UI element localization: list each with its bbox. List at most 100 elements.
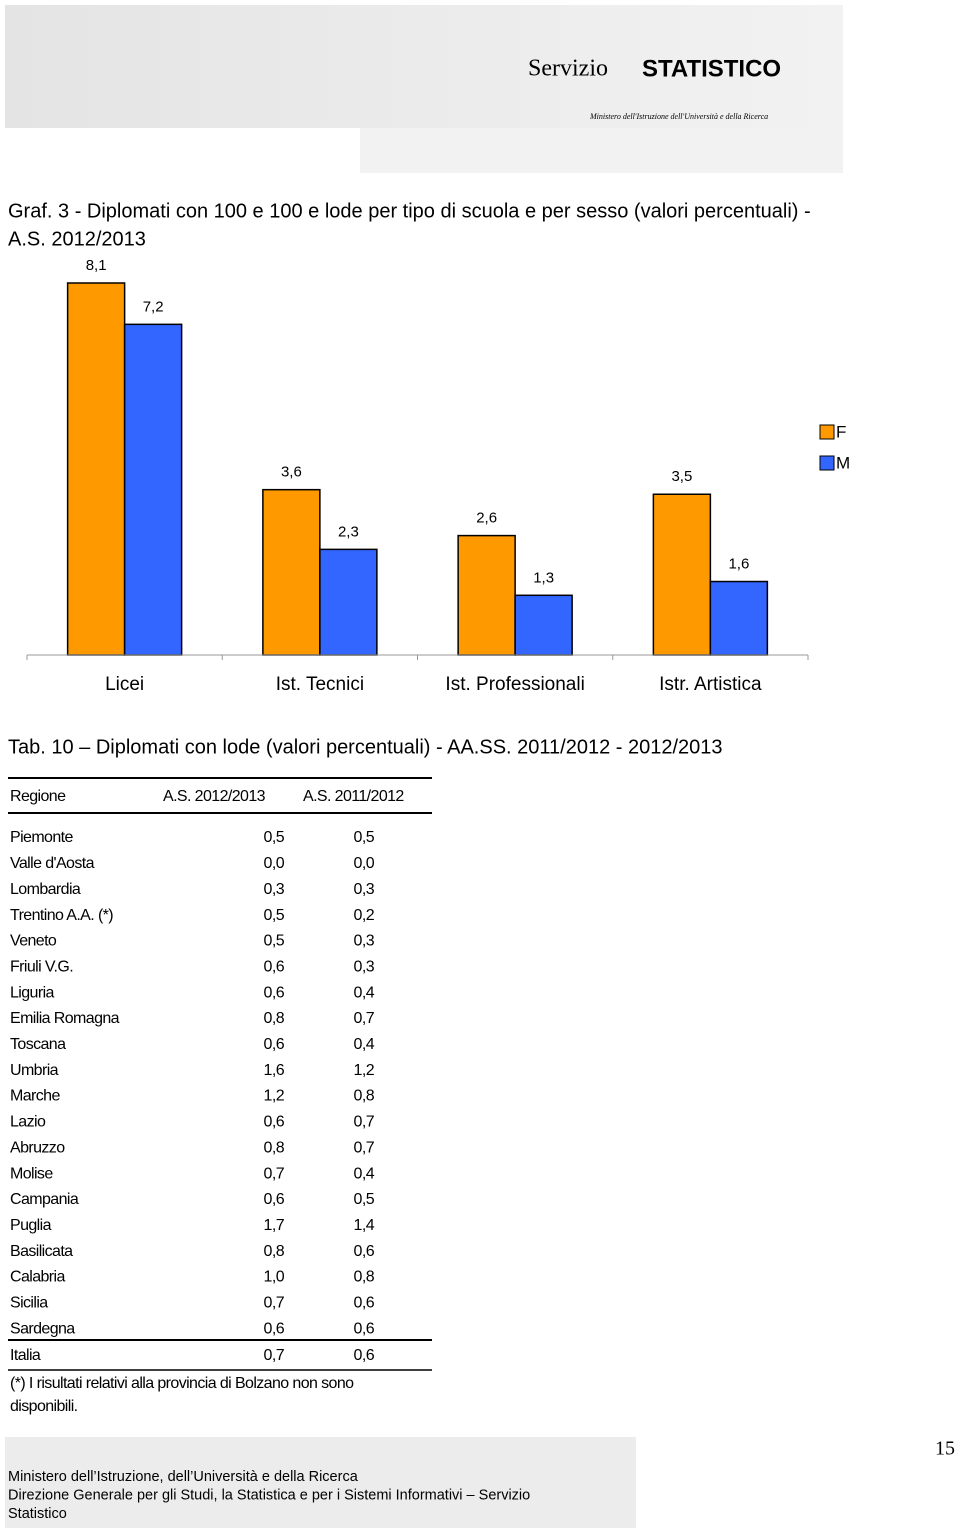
cell: 1,7 [264, 1217, 285, 1234]
cell: 0,3 [264, 881, 285, 898]
legend-label: M [836, 453, 850, 472]
cell: 0,7 [264, 1347, 285, 1364]
row-label: Puglia [10, 1217, 52, 1234]
row-label: Friuli V.G. [10, 958, 73, 975]
row-label: Emilia Romagna [10, 1010, 120, 1027]
cell: 0,8 [264, 1243, 285, 1260]
cell: 0,4 [354, 1165, 375, 1182]
cell: 0,7 [264, 1165, 285, 1182]
column-header: A.S. 2012/2013 [163, 788, 266, 805]
cell: 0,5 [354, 829, 375, 846]
data-label: 1,6 [728, 555, 749, 572]
cell: 0,7 [354, 1114, 375, 1131]
bar [123, 323, 183, 656]
row-label: Sardegna [10, 1320, 75, 1337]
cell: 0,5 [264, 829, 285, 846]
bar [652, 493, 712, 656]
data-label: 3,5 [671, 468, 692, 485]
row-label: Italia [10, 1347, 41, 1364]
cell: 0,6 [354, 1295, 375, 1312]
logo-b: STATISTICO [642, 55, 781, 82]
cell: 1,4 [354, 1217, 375, 1234]
bar [66, 282, 126, 656]
table-note: disponibili. [10, 1398, 78, 1415]
row-label: Trentino A.A. (*) [10, 907, 113, 924]
legend-swatch [819, 424, 835, 440]
cell: 1,6 [264, 1062, 285, 1079]
row-label: Lazio [10, 1114, 46, 1131]
cell: 0,7 [264, 1295, 285, 1312]
header-banner-tail [360, 128, 843, 173]
footer-box [5, 1437, 636, 1528]
cell: 0,6 [264, 1114, 285, 1131]
cell: 1,0 [264, 1269, 285, 1286]
x-tick-label: Ist. Professionali [445, 674, 584, 695]
chart-title: A.S. 2012/2013 [8, 228, 146, 250]
x-tick-label: Istr. Artistica [659, 674, 762, 695]
cell: 0,3 [354, 933, 375, 950]
bar [457, 534, 516, 656]
cell: 0,8 [264, 1139, 285, 1156]
logo-a: Servizio [528, 56, 608, 82]
column-header: Regione [10, 788, 66, 805]
data-label: 7,2 [143, 298, 164, 315]
row-label: Veneto [10, 933, 57, 950]
cell: 0,3 [354, 881, 375, 898]
row-label: Liguria [10, 984, 55, 1001]
table-note: (*) I risultati relativi alla provincia … [10, 1375, 354, 1392]
row-label: Umbria [10, 1062, 59, 1079]
chart-title: Graf. 3 - Diplomati con 100 e 100 e lode… [8, 200, 811, 222]
cell: 0,6 [264, 984, 285, 1001]
bar [319, 548, 378, 656]
data-label: 3,6 [281, 464, 302, 481]
row-label: Sicilia [10, 1295, 48, 1312]
cell: 0,8 [264, 1010, 285, 1027]
cell: 0,8 [354, 1269, 375, 1286]
cell: 0,0 [354, 855, 375, 872]
ministry: Ministero dell'Istruzione dell'Universit… [589, 112, 768, 121]
row-label: Campania [10, 1191, 79, 1208]
bar [262, 488, 321, 656]
header-banner [5, 5, 843, 128]
cell: 0,4 [354, 1036, 375, 1053]
data-label: 8,1 [86, 257, 107, 274]
cell: 1,2 [264, 1088, 285, 1105]
row-label: Lombardia [10, 881, 81, 898]
cell: 0,6 [354, 1320, 375, 1337]
cell: 0,6 [264, 958, 285, 975]
row-label: Toscana [10, 1036, 66, 1053]
column-header: A.S. 2011/2012 [303, 788, 404, 805]
cell: 0,4 [354, 984, 375, 1001]
cell: 0,5 [264, 907, 285, 924]
table-title: Tab. 10 – Diplomati con lode (valori per… [8, 736, 723, 758]
footer-line: Statistico [8, 1506, 67, 1522]
cell: 0,5 [354, 1191, 375, 1208]
legend-label: F [836, 422, 846, 441]
cell: 0,5 [264, 933, 285, 950]
cell: 0,8 [354, 1088, 375, 1105]
footer-line: Ministero dell’Istruzione, dell’Universi… [8, 1469, 359, 1485]
cell: 0,6 [264, 1191, 285, 1208]
cell: 0,6 [354, 1243, 375, 1260]
row-label: Molise [10, 1165, 53, 1182]
bar [709, 580, 769, 656]
footer-line: Direzione Generale per gli Studi, la Sta… [8, 1487, 530, 1503]
cell: 0,7 [354, 1139, 375, 1156]
row-label: Abruzzo [10, 1139, 65, 1156]
row-label: Piemonte [10, 829, 73, 846]
page-number: 15 [935, 1438, 955, 1460]
cell: 0,0 [264, 855, 285, 872]
cell: 0,7 [354, 1010, 375, 1027]
row-label: Calabria [10, 1269, 65, 1286]
data-label: 1,3 [533, 569, 554, 586]
legend-swatch [819, 455, 835, 471]
data-label: 2,3 [338, 523, 359, 540]
cell: 0,6 [264, 1036, 285, 1053]
bar [514, 594, 573, 656]
row-label: Valle d'Aosta [10, 855, 95, 872]
cell: 1,2 [354, 1062, 375, 1079]
cell: 0,3 [354, 958, 375, 975]
row-label: Basilicata [10, 1243, 73, 1260]
row-label: Marche [10, 1088, 60, 1105]
